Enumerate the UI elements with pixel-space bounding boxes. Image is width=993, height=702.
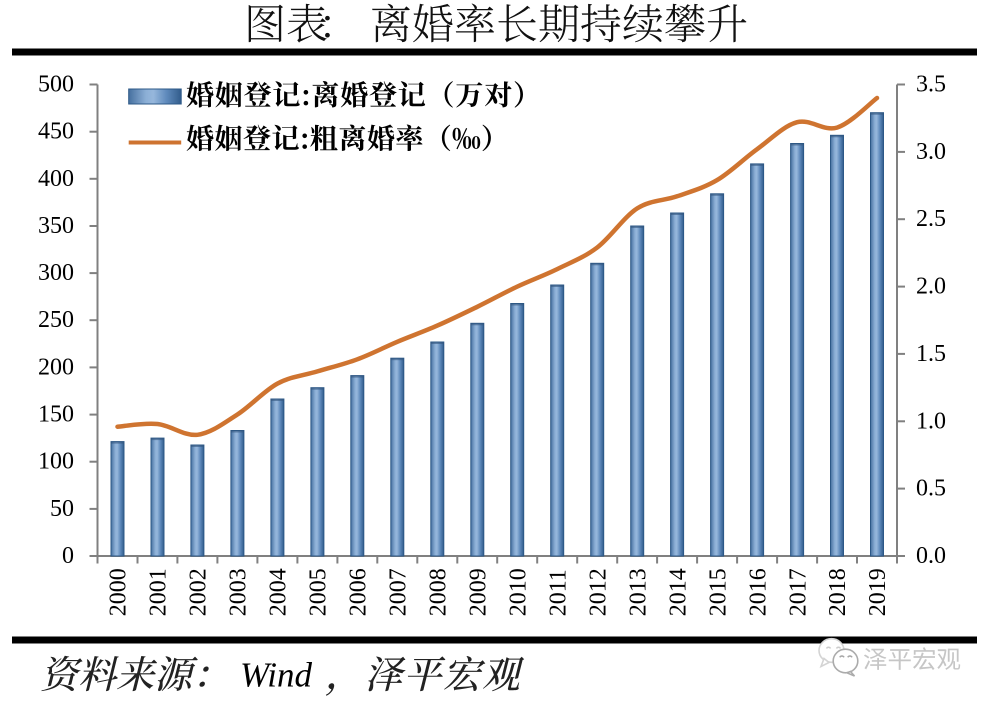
svg-text:2.5: 2.5 xyxy=(916,206,946,232)
svg-text:1.5: 1.5 xyxy=(916,341,946,367)
svg-text:2015: 2015 xyxy=(705,568,731,616)
svg-text:500: 500 xyxy=(38,72,74,98)
svg-text:2019: 2019 xyxy=(865,568,891,616)
svg-text:0: 0 xyxy=(62,543,74,569)
svg-text:2012: 2012 xyxy=(585,568,611,616)
svg-text:2.0: 2.0 xyxy=(916,274,946,300)
svg-text:200: 200 xyxy=(38,354,74,380)
svg-text:2009: 2009 xyxy=(466,568,492,616)
svg-text:250: 250 xyxy=(38,307,74,333)
svg-text:2011: 2011 xyxy=(545,569,571,616)
svg-text:2016: 2016 xyxy=(745,568,771,616)
svg-text:450: 450 xyxy=(38,119,74,145)
svg-text:300: 300 xyxy=(38,260,74,286)
svg-text:2001: 2001 xyxy=(146,568,172,616)
svg-text:2005: 2005 xyxy=(306,568,332,616)
svg-text:2000: 2000 xyxy=(106,568,132,616)
svg-text:2004: 2004 xyxy=(266,568,292,616)
svg-text:50: 50 xyxy=(50,496,74,522)
svg-text:2014: 2014 xyxy=(665,568,691,616)
svg-text:100: 100 xyxy=(38,449,74,475)
svg-text:2007: 2007 xyxy=(386,568,412,616)
svg-text:2003: 2003 xyxy=(226,568,252,616)
svg-text:2002: 2002 xyxy=(186,568,212,616)
svg-text:3.0: 3.0 xyxy=(916,139,946,165)
svg-text:0.0: 0.0 xyxy=(916,543,946,569)
svg-text:0.5: 0.5 xyxy=(916,476,946,502)
svg-text:350: 350 xyxy=(38,213,74,239)
svg-text:2018: 2018 xyxy=(825,568,851,616)
svg-text:2006: 2006 xyxy=(346,568,372,616)
svg-text:2017: 2017 xyxy=(785,568,811,616)
svg-text:3.5: 3.5 xyxy=(916,72,946,98)
svg-text:2010: 2010 xyxy=(505,568,531,616)
svg-text:400: 400 xyxy=(38,166,74,192)
svg-text:150: 150 xyxy=(38,402,74,428)
svg-text:2008: 2008 xyxy=(426,568,452,616)
svg-text:2013: 2013 xyxy=(625,568,651,616)
svg-text:Wind: Wind xyxy=(240,656,312,695)
svg-text:1.0: 1.0 xyxy=(916,408,946,434)
